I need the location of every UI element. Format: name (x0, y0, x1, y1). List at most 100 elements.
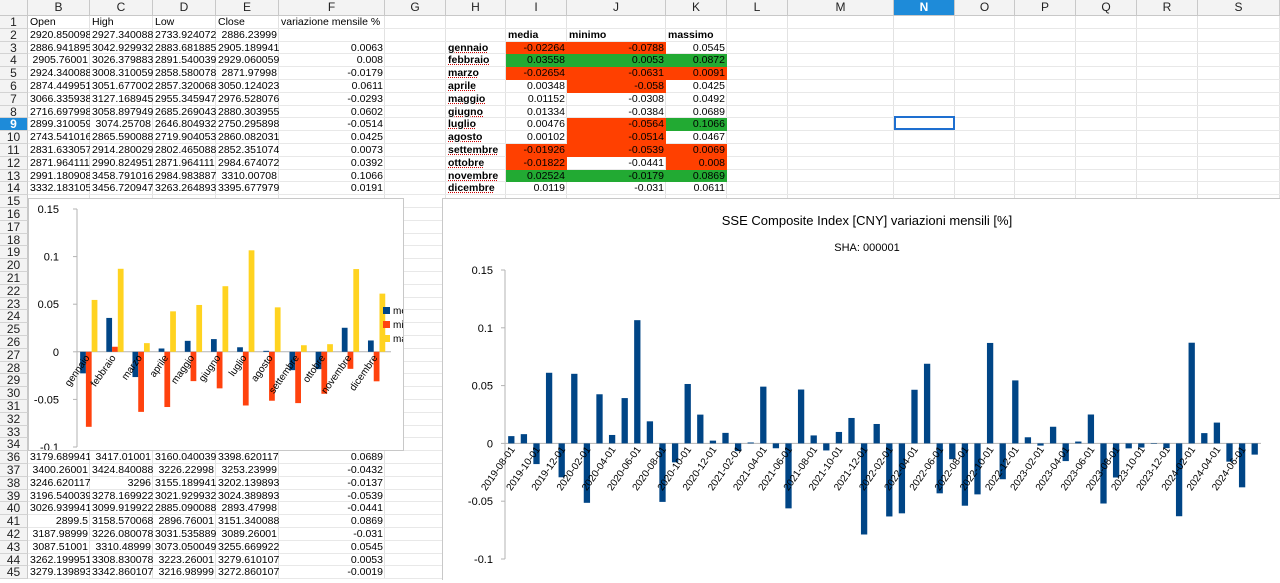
month-label[interactable]: aprile (448, 80, 477, 92)
stat-minimo[interactable]: -0.0441 (628, 156, 664, 169)
header-cell-f[interactable]: variazione mensile % (281, 16, 381, 28)
data-cell[interactable]: 3179.689941 (30, 451, 90, 464)
stat-media[interactable]: 0.00102 (527, 131, 565, 144)
data-cell[interactable]: 2914.280029 (92, 144, 153, 156)
data-cell[interactable]: 2719.904053 (155, 131, 216, 144)
stat-minimo[interactable]: -0.0539 (567, 144, 666, 157)
data-cell[interactable]: 3026.939941 (30, 502, 90, 515)
data-cell[interactable]: 0.0602 (350, 105, 383, 118)
stat-massimo[interactable]: 0.0872 (666, 54, 727, 68)
data-cell[interactable]: 3008.310059 (92, 67, 153, 80)
column-header-s[interactable]: S (1198, 0, 1280, 16)
data-cell[interactable]: 3395.677979 (218, 182, 279, 195)
data-cell[interactable]: 3310.00708 (221, 169, 277, 182)
row-header-25[interactable]: 25 (0, 323, 28, 336)
data-cell[interactable]: 3087.51001 (32, 540, 88, 553)
stat-media[interactable]: 0.01334 (527, 105, 565, 118)
row-header-9[interactable]: 9 (0, 118, 28, 132)
header-cell-c[interactable]: High (92, 16, 114, 28)
stat-minimo[interactable]: 0.0053 (567, 54, 666, 68)
data-cell[interactable]: 3398.620117 (218, 451, 279, 464)
data-cell[interactable]: 2984.983887 (155, 169, 216, 182)
data-cell[interactable]: 3417.01001 (95, 451, 151, 464)
data-cell[interactable]: 3196.540039 (30, 489, 90, 502)
column-header-i[interactable]: I (506, 0, 567, 16)
column-header-q[interactable]: Q (1076, 0, 1137, 16)
row-header-42[interactable]: 42 (0, 528, 28, 541)
stat-minimo[interactable]: -0.0514 (567, 131, 666, 144)
row-header-27[interactable]: 27 (0, 348, 28, 362)
data-cell[interactable]: 2976.528076 (218, 92, 279, 105)
data-cell[interactable]: 3151.340088 (218, 515, 279, 528)
data-cell[interactable]: 2874.449951 (30, 80, 90, 92)
data-cell[interactable]: 3308.830078 (92, 553, 153, 566)
data-cell[interactable]: -0.0539 (347, 489, 383, 502)
data-cell[interactable]: 0.0073 (350, 144, 383, 156)
row-header-43[interactable]: 43 (0, 540, 28, 554)
data-cell[interactable]: -0.0179 (347, 67, 383, 80)
data-cell[interactable]: 3223.26001 (158, 553, 214, 566)
data-cell[interactable]: 2924.340088 (30, 67, 90, 80)
data-cell[interactable]: 3024.389893 (218, 489, 279, 502)
stat-massimo[interactable]: 0.0869 (666, 169, 727, 183)
data-cell[interactable]: 3216.98999 (158, 566, 214, 579)
row-header-41[interactable]: 41 (0, 515, 28, 528)
row-header-7[interactable]: 7 (0, 92, 28, 106)
data-cell[interactable]: 2802.465088 (155, 144, 216, 156)
stat-media[interactable]: -0.01926 (506, 144, 567, 157)
stat-media[interactable]: 0.03558 (506, 54, 567, 68)
data-cell[interactable]: 0.0545 (350, 540, 383, 553)
data-cell[interactable]: 2883.681885 (155, 41, 216, 54)
month-label[interactable]: maggio (448, 92, 486, 105)
row-header-26[interactable]: 26 (0, 336, 28, 349)
column-header-j[interactable]: J (567, 0, 666, 16)
data-cell[interactable]: 3187.98999 (32, 528, 88, 540)
data-cell[interactable]: 0.0869 (350, 515, 383, 528)
data-cell[interactable]: 2857.320068 (155, 80, 216, 92)
stat-massimo[interactable]: 0.0425 (692, 80, 725, 92)
month-label[interactable]: settembre (448, 144, 499, 156)
cell-cursor[interactable] (894, 116, 955, 130)
row-header-14[interactable]: 14 (0, 182, 28, 196)
stat-massimo[interactable]: 0.0467 (692, 131, 725, 144)
data-cell[interactable]: 2880.303955 (218, 105, 279, 118)
stat-minimo[interactable]: -0.0308 (628, 92, 664, 105)
column-header-k[interactable]: K (666, 0, 727, 16)
data-cell[interactable]: 3042.929932 (92, 41, 153, 54)
stat-massimo[interactable]: 0.0545 (692, 41, 725, 54)
column-header-l[interactable]: L (727, 0, 788, 16)
row-header-28[interactable]: 28 (0, 361, 28, 375)
data-cell[interactable]: 3202.139893 (218, 476, 279, 489)
column-header-d[interactable]: D (153, 0, 216, 16)
stat-minimo[interactable]: -0.058 (567, 80, 666, 93)
data-cell[interactable]: 2860.082031 (218, 131, 279, 144)
row-header-23[interactable]: 23 (0, 297, 28, 311)
data-cell[interactable]: -0.0441 (347, 502, 383, 515)
month-label[interactable]: luglio (448, 118, 476, 131)
data-cell[interactable]: 3279.139893 (30, 566, 90, 579)
stat-minimo[interactable]: -0.0564 (567, 118, 666, 132)
row-header-3[interactable]: 3 (0, 41, 28, 55)
row-header-24[interactable]: 24 (0, 310, 28, 324)
row-header-44[interactable]: 44 (0, 553, 28, 567)
row-header-1[interactable]: 1 (0, 16, 28, 29)
data-cell[interactable]: 2750.295898 (218, 118, 279, 131)
month-label[interactable]: marzo (448, 67, 479, 80)
row-header-39[interactable]: 39 (0, 489, 28, 503)
data-cell[interactable]: 3021.929932 (155, 489, 216, 502)
data-cell[interactable]: 3051.677002 (92, 80, 153, 92)
data-cell[interactable]: 3073.050049 (155, 540, 216, 553)
data-cell[interactable]: 2865.590088 (92, 131, 153, 144)
data-cell[interactable]: 3031.535889 (155, 528, 216, 540)
data-cell[interactable]: 2871.964111 (30, 156, 90, 169)
data-cell[interactable]: 3272.860107 (218, 566, 279, 579)
data-cell[interactable]: 3279.610107 (218, 553, 279, 566)
data-cell[interactable]: 2858.580078 (155, 67, 216, 80)
data-cell[interactable]: 2885.090088 (155, 502, 216, 515)
row-header-13[interactable]: 13 (0, 169, 28, 183)
column-header-g[interactable]: G (385, 0, 446, 16)
month-label[interactable]: febbraio (448, 54, 490, 67)
data-cell[interactable]: 3050.124023 (218, 80, 279, 92)
data-cell[interactable]: 2991.180908 (30, 169, 90, 182)
column-header-e[interactable]: E (216, 0, 279, 16)
